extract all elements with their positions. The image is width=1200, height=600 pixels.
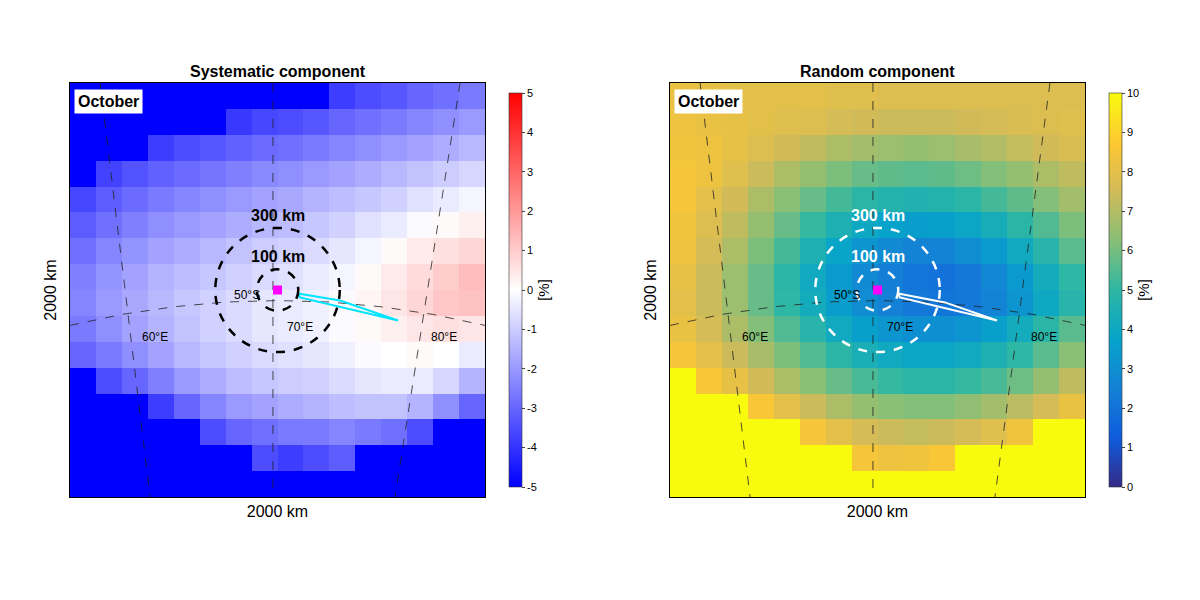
- svg-text:3: 3: [1127, 363, 1133, 375]
- svg-text:0: 0: [527, 284, 533, 296]
- svg-text:80°E: 80°E: [1031, 330, 1057, 344]
- svg-text:October: October: [78, 93, 139, 110]
- svg-text:5: 5: [527, 87, 533, 99]
- svg-text:[%]: [%]: [1135, 279, 1152, 301]
- svg-text:9: 9: [1127, 126, 1133, 138]
- svg-text:Random component: Random component: [800, 63, 955, 80]
- svg-text:October: October: [678, 93, 739, 110]
- svg-text:2000 km: 2000 km: [847, 503, 908, 520]
- svg-text:2: 2: [527, 205, 533, 217]
- svg-text:-5: -5: [527, 481, 537, 493]
- svg-text:-1: -1: [527, 323, 537, 335]
- svg-text:2000 km: 2000 km: [42, 259, 59, 320]
- svg-text:1: 1: [527, 244, 533, 256]
- svg-text:2000 km: 2000 km: [642, 259, 659, 320]
- svg-text:-3: -3: [527, 402, 537, 414]
- svg-text:60°E: 60°E: [142, 330, 168, 344]
- svg-text:100 km: 100 km: [851, 248, 905, 265]
- svg-text:10: 10: [1127, 87, 1139, 99]
- svg-text:100 km: 100 km: [251, 248, 305, 265]
- svg-text:70°E: 70°E: [887, 320, 913, 334]
- svg-text:-2: -2: [527, 363, 537, 375]
- svg-text:1: 1: [1127, 441, 1133, 453]
- svg-text:2: 2: [1127, 402, 1133, 414]
- svg-text:50°S: 50°S: [234, 288, 260, 302]
- svg-text:50°S: 50°S: [834, 288, 860, 302]
- svg-text:70°E: 70°E: [287, 320, 313, 334]
- svg-text:300 km: 300 km: [251, 207, 305, 224]
- svg-text:-4: -4: [527, 441, 537, 453]
- svg-text:4: 4: [527, 126, 533, 138]
- svg-text:60°E: 60°E: [742, 330, 768, 344]
- svg-text:0: 0: [1127, 481, 1133, 493]
- svg-text:8: 8: [1127, 166, 1133, 178]
- svg-text:4: 4: [1127, 323, 1133, 335]
- svg-text:300 km: 300 km: [851, 207, 905, 224]
- svg-text:5: 5: [1127, 284, 1133, 296]
- svg-text:Systematic component: Systematic component: [190, 63, 366, 80]
- svg-text:6: 6: [1127, 244, 1133, 256]
- svg-text:7: 7: [1127, 205, 1133, 217]
- svg-text:[%]: [%]: [535, 279, 552, 301]
- svg-text:80°E: 80°E: [431, 330, 457, 344]
- svg-text:2000 km: 2000 km: [247, 503, 308, 520]
- svg-text:3: 3: [527, 166, 533, 178]
